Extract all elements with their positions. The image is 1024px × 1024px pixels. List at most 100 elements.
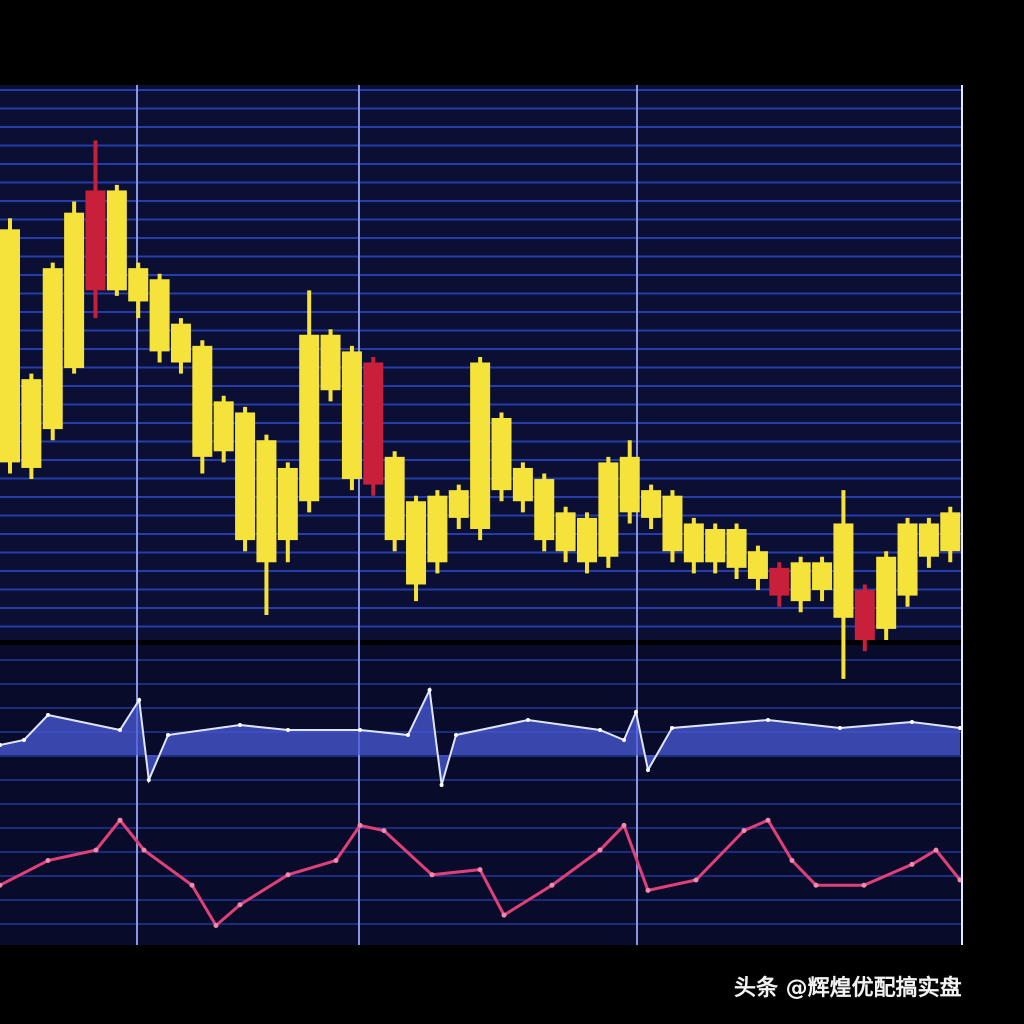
candle-body xyxy=(299,334,320,502)
oscillator-2-point xyxy=(381,828,387,834)
oscillator-1-point xyxy=(427,688,432,692)
oscillator-1-point xyxy=(910,720,914,724)
candle-body xyxy=(256,440,277,563)
oscillator-2-point xyxy=(189,882,195,888)
oscillator-2-point xyxy=(621,822,627,828)
candle-body xyxy=(705,529,726,563)
oscillator-2-point xyxy=(93,847,99,853)
candle-body xyxy=(854,590,875,640)
oscillator-2-point xyxy=(789,858,795,863)
oscillator-2-point xyxy=(357,822,363,828)
candle-body xyxy=(491,418,512,491)
oscillator-1-point xyxy=(406,733,410,737)
candles xyxy=(0,140,961,679)
candle-body xyxy=(662,495,683,552)
oscillator-1-point xyxy=(526,718,530,722)
oscillator-2-point xyxy=(333,858,339,863)
oscillator-1-area xyxy=(0,690,960,785)
oscillator-2-point xyxy=(429,872,435,878)
candle-body xyxy=(170,323,191,363)
candle-body xyxy=(555,512,576,552)
candle-body xyxy=(576,517,597,563)
oscillator-2-point xyxy=(765,817,771,823)
oscillator-1-point xyxy=(358,728,362,732)
oscillator-1-point xyxy=(439,783,444,787)
candle-body xyxy=(512,467,533,502)
oscillator-2-point xyxy=(549,882,555,888)
oscillator-2-point xyxy=(861,882,867,888)
oscillator-1-point xyxy=(622,738,626,742)
candle-body xyxy=(277,467,298,541)
oscillator-1-point xyxy=(646,768,650,772)
oscillator-1-line xyxy=(0,686,961,786)
oscillator-2-point xyxy=(693,877,699,883)
oscillator-2-point xyxy=(909,861,915,867)
oscillator-2-point xyxy=(141,847,147,853)
oscillator-1-point xyxy=(286,728,290,732)
candle-body xyxy=(0,229,20,463)
oscillator-2-point xyxy=(117,817,123,823)
oscillator-2-point xyxy=(285,872,291,878)
candle-body xyxy=(406,501,427,585)
candle-body xyxy=(534,479,555,541)
oscillator-2-point xyxy=(237,902,243,908)
oscillator-2-point xyxy=(933,847,939,853)
oscillator-2-point xyxy=(741,828,747,834)
candle-body xyxy=(940,512,961,552)
oscillator-2-point xyxy=(45,858,51,863)
candle-body xyxy=(683,523,704,563)
oscillator-1-point xyxy=(598,728,602,732)
candle-body xyxy=(21,379,42,468)
candle-body xyxy=(448,490,469,518)
candle-body xyxy=(876,556,897,629)
candle-body xyxy=(641,490,662,518)
oscillator-2-line xyxy=(0,817,962,928)
candle-body xyxy=(192,345,213,457)
candle-body xyxy=(213,401,234,452)
candle-body xyxy=(341,351,362,480)
oscillator-2-point xyxy=(597,847,603,853)
candle-body xyxy=(897,523,918,596)
oscillator-1-point xyxy=(0,743,2,747)
oscillator-1-point xyxy=(454,733,458,737)
candle-body xyxy=(42,268,63,430)
oscillator-1-point xyxy=(238,723,242,727)
oscillator-1-point xyxy=(766,718,770,722)
indicators xyxy=(0,686,963,928)
oscillator-2-point xyxy=(645,887,651,893)
candle-body xyxy=(812,562,833,591)
candle-body xyxy=(149,279,170,352)
candle-body xyxy=(598,462,619,557)
oscillator-1-point xyxy=(838,726,842,730)
candle-body xyxy=(363,362,384,485)
oscillator-1-point xyxy=(146,778,151,782)
candle-body xyxy=(85,190,106,291)
oscillator-2-point xyxy=(0,882,3,888)
indicator-panel xyxy=(0,645,962,945)
candle-body xyxy=(918,523,939,557)
candle-body xyxy=(726,529,747,568)
candle-body xyxy=(833,523,854,618)
candle-body xyxy=(384,456,405,541)
candle-body xyxy=(427,495,448,563)
candle-body xyxy=(128,268,149,302)
oscillator-1-point xyxy=(166,733,170,737)
candle-body xyxy=(470,362,491,529)
oscillator-1-point xyxy=(137,698,142,702)
candle-body xyxy=(790,562,811,602)
oscillator-1-point xyxy=(118,728,122,732)
oscillator-1-point xyxy=(22,738,26,742)
oscillator-1-point xyxy=(634,710,638,714)
watermark: 头条 @辉煌优配搞实盘 xyxy=(734,976,962,1001)
oscillator-1-point xyxy=(46,713,50,717)
candle-body xyxy=(769,567,790,596)
oscillator-2-point xyxy=(501,912,507,918)
candle-body xyxy=(64,212,85,369)
candle-body xyxy=(106,190,127,291)
oscillator-2-point xyxy=(477,867,483,873)
candle-body xyxy=(747,551,768,579)
oscillator-1-point xyxy=(670,726,674,730)
candle-body xyxy=(320,334,341,391)
oscillator-2-point xyxy=(813,882,819,888)
